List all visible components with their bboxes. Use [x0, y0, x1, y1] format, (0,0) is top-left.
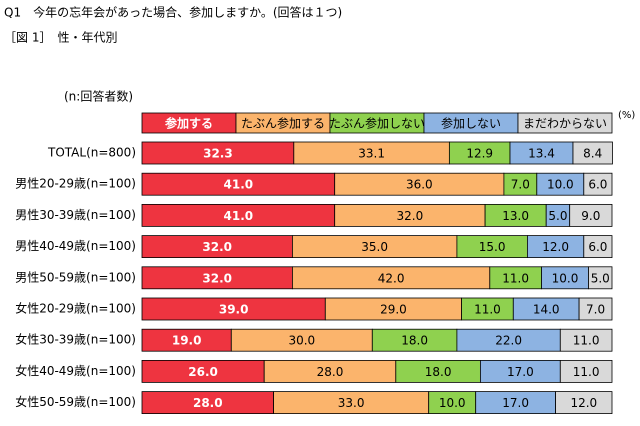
- value-label: 30.0: [288, 334, 315, 348]
- value-label: 32.3: [203, 147, 233, 161]
- bar-segment: [578, 297, 613, 321]
- value-label: 18.0: [401, 334, 428, 348]
- value-label: 18.0: [425, 365, 452, 379]
- value-label: 33.0: [338, 396, 365, 410]
- value-label: 6.0: [588, 178, 607, 192]
- value-label: 13.0: [502, 209, 529, 223]
- value-label: 41.0: [224, 209, 254, 223]
- value-label: 15.0: [479, 240, 506, 254]
- bar-segment: [572, 141, 613, 165]
- bar-segment: [559, 328, 613, 352]
- value-label: 32.0: [202, 271, 232, 285]
- y-tick-label: TOTAL(n=800): [47, 146, 136, 160]
- bar-segment: [569, 203, 613, 227]
- legend-label: 参加しない: [441, 116, 501, 131]
- value-label: 32.0: [397, 209, 424, 223]
- value-label: 7.0: [586, 303, 605, 317]
- value-label: 8.4: [583, 147, 602, 161]
- y-tick-label: 男性50-59歳(n=100): [15, 270, 136, 284]
- value-label: 12.9: [466, 147, 493, 161]
- value-label: 7.0: [511, 178, 530, 192]
- annotation: (n:回答者数): [64, 89, 133, 104]
- value-label: 26.0: [188, 365, 218, 379]
- chart-title: Q1 今年の忘年会があった場合、参加しますか。(回答は１つ): [4, 5, 342, 20]
- value-label: 32.0: [202, 240, 232, 254]
- bar-segment: [583, 172, 613, 196]
- y-tick-label: 女性50-59歳(n=100): [15, 394, 136, 409]
- bar-segment: [583, 235, 613, 259]
- value-label: 41.0: [224, 178, 254, 192]
- y-tick-label: 女性40-49歳(n=100): [15, 363, 136, 378]
- value-label: 10.0: [547, 178, 574, 192]
- legend-label: たぶん参加しない: [329, 116, 425, 131]
- value-label: 19.0: [172, 334, 202, 348]
- value-label: 22.0: [495, 334, 522, 348]
- bar-segment: [555, 391, 613, 415]
- value-label: 11.0: [573, 334, 600, 348]
- value-label: 29.0: [380, 303, 407, 317]
- bar-segment: [588, 266, 613, 290]
- value-label: 12.0: [570, 396, 597, 410]
- value-label: 10.0: [552, 271, 579, 285]
- value-label: 28.0: [193, 396, 223, 410]
- legend-label: たぶん参加する: [241, 116, 325, 131]
- value-label: 35.0: [361, 240, 388, 254]
- value-label: 42.0: [378, 271, 405, 285]
- value-label: 14.0: [533, 303, 560, 317]
- y-tick-label: 女性30-39歳(n=100): [15, 332, 136, 347]
- value-label: 17.0: [502, 396, 529, 410]
- legend-label: まだわからない: [523, 117, 607, 131]
- legend-swatch: [517, 112, 613, 134]
- legend-label: 参加する: [165, 116, 213, 131]
- y-tick-label: 男性20-29歳(n=100): [15, 177, 136, 191]
- value-label: 6.0: [588, 240, 607, 254]
- value-label: 5.0: [548, 209, 567, 223]
- value-label: 9.0: [581, 209, 600, 223]
- y-tick-label: 女性20-29歳(n=100): [15, 301, 136, 316]
- value-label: 28.0: [317, 365, 344, 379]
- value-label: 13.4: [528, 147, 555, 161]
- value-label: 12.0: [542, 240, 569, 254]
- value-label: 33.1: [358, 147, 385, 161]
- value-label: 11.0: [474, 303, 501, 317]
- value-label: 10.0: [439, 396, 466, 410]
- value-label: 17.0: [507, 365, 534, 379]
- value-label: 11.0: [502, 271, 529, 285]
- value-label: 11.0: [573, 365, 600, 379]
- bar-segment: [559, 359, 613, 383]
- y-tick-label: 男性30-39歳(n=100): [15, 208, 136, 222]
- chart-subtitle: ［図 1］ 性・年代別: [4, 31, 117, 45]
- value-label: 39.0: [219, 303, 249, 317]
- value-label: 5.0: [591, 271, 610, 285]
- unit-label: (%): [618, 110, 635, 121]
- y-tick-label: 男性40-49歳(n=100): [15, 239, 136, 253]
- value-label: 36.0: [406, 178, 433, 192]
